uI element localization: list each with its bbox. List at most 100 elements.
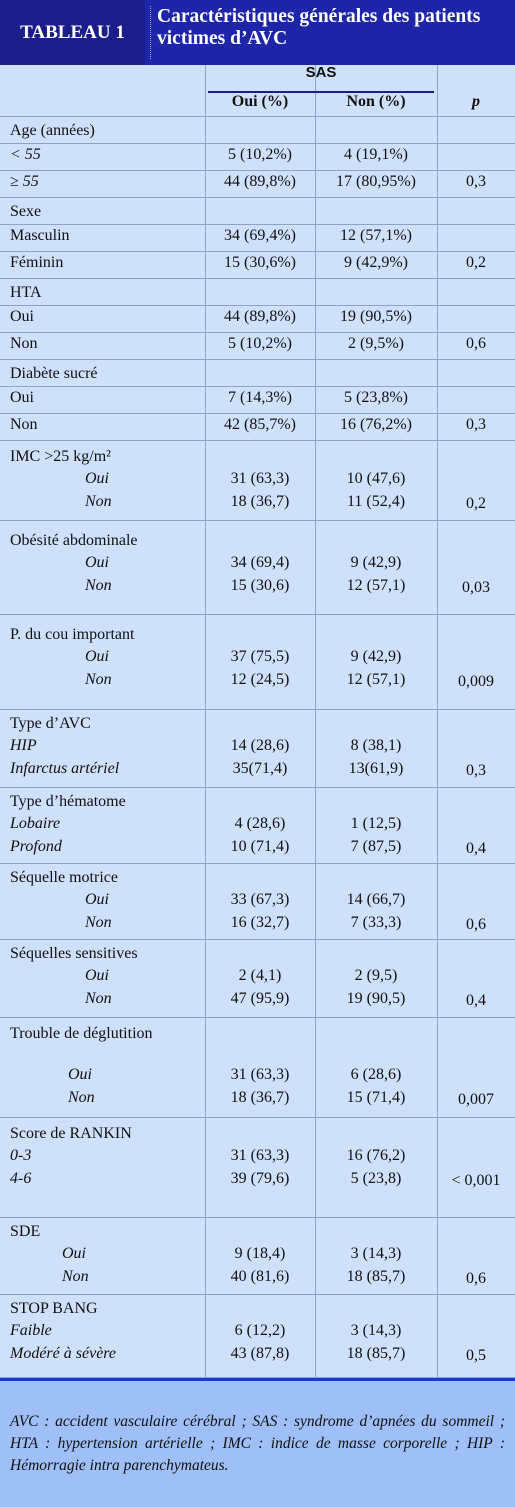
column-line (205, 65, 206, 1378)
section-label: P. du cou important (10, 626, 135, 643)
cell: 0,2 (466, 495, 486, 512)
cell: 18 (85,7) (346, 1268, 406, 1285)
row-label: Oui (85, 554, 109, 571)
cell: 19 (90,5) (346, 990, 406, 1007)
cell: 0,6 (466, 1270, 486, 1287)
cell: 1 (12,5) (350, 815, 402, 832)
row-line (0, 787, 515, 788)
section-label: Diabète sucré (10, 365, 98, 382)
row-label: Non (85, 493, 112, 510)
cell: 3 (14,3) (350, 1245, 402, 1262)
cell: 5 (23,8) (350, 1170, 402, 1187)
row-label: Lobaire (10, 815, 61, 832)
cell: 18 (85,7) (346, 1345, 406, 1362)
row-line (0, 1294, 515, 1295)
section-label: Séquelle motrice (10, 869, 118, 886)
footer: AVC : accident vasculaire cérébral ; SAS… (0, 1378, 515, 1507)
cell: 34 (69,4%) (224, 227, 296, 244)
group-header: SAS (305, 64, 337, 81)
cell: 9 (42,9%) (344, 254, 408, 271)
cell: 6 (12,2) (234, 1322, 286, 1339)
section-label: Age (années) (10, 122, 95, 139)
cell: < 0,001 (451, 1172, 501, 1189)
cell: 47 (95,9) (230, 990, 290, 1007)
cell: 39 (79,6) (230, 1170, 290, 1187)
footnote: AVC : accident vasculaire cérébral ; SAS… (10, 1413, 505, 1474)
cell: 2 (9,5) (354, 967, 398, 984)
row-label: Oui (62, 1245, 86, 1262)
cell: 4 (19,1%) (344, 146, 408, 163)
cell: 0,4 (466, 992, 486, 1009)
row-label: Non (85, 990, 112, 1007)
cell: 3 (14,3) (350, 1322, 402, 1339)
row-label: Oui (10, 389, 34, 406)
row-line (0, 224, 515, 225)
row-label: 0-3 (10, 1147, 32, 1164)
cell: 16 (76,2%) (340, 416, 412, 433)
cell: 13(61,9) (348, 760, 404, 777)
row-label: Oui (10, 308, 34, 325)
cell: 31 (63,3) (230, 1066, 290, 1083)
cell: 35(71,4) (232, 760, 288, 777)
row-line (0, 1117, 515, 1118)
row-label: Oui (85, 470, 109, 487)
cell: 11 (52,4) (346, 493, 406, 510)
cell: 42 (85,7%) (224, 416, 296, 433)
row-line (0, 1377, 515, 1378)
table-title: Caractéristiques générales des patients … (150, 6, 507, 59)
row-line (0, 278, 515, 279)
row-label: Oui (85, 891, 109, 908)
cell: 10 (47,6) (346, 470, 406, 487)
section-label: Obésité abdominale (10, 532, 138, 549)
section-label: IMC >25 kg/m² (10, 448, 111, 465)
row-line (0, 251, 515, 252)
row-label: Oui (68, 1066, 92, 1083)
cell: 40 (81,6) (230, 1268, 290, 1285)
row-label: HIP (10, 737, 37, 754)
row-line (0, 116, 515, 117)
row-line (0, 709, 515, 710)
section-label: HTA (10, 284, 42, 301)
cell: 9 (18,4) (234, 1245, 286, 1262)
row-line (0, 170, 515, 171)
section-label: Score de RANKIN (10, 1125, 132, 1142)
cell: 31 (63,3) (230, 1147, 290, 1164)
cell: 17 (80,95%) (336, 173, 416, 190)
cell: 0,4 (466, 840, 486, 857)
cell: 0,6 (466, 916, 486, 933)
cell: 0,3 (466, 173, 486, 190)
row-line (0, 197, 515, 198)
row-label: Modéré à sévère (10, 1345, 117, 1362)
column-line (437, 65, 438, 1378)
row-line (0, 332, 515, 333)
cell: 15 (30,6) (230, 577, 290, 594)
row-line (0, 143, 515, 144)
cell: 14 (28,6) (230, 737, 290, 754)
section-label: Séquelles sensitives (10, 945, 138, 962)
cell: 9 (42,9) (350, 648, 402, 665)
cell: 0,6 (466, 335, 486, 352)
group-rule (208, 91, 434, 93)
row-label: Masculin (10, 227, 70, 244)
cell: 2 (4,1) (238, 967, 282, 984)
row-line (0, 1017, 515, 1018)
row-line (0, 440, 515, 441)
row-label: Faible (10, 1322, 52, 1339)
row-label: Non (10, 416, 38, 433)
cell: 5 (10,2%) (228, 335, 292, 352)
section-label: Type d’hématome (10, 793, 126, 810)
cell: 6 (28,6) (350, 1066, 402, 1083)
cell: 44 (89,8%) (224, 308, 296, 325)
cell: 33 (67,3) (230, 891, 290, 908)
cell: 4 (28,6) (234, 815, 286, 832)
cell: 18 (36,7) (230, 1089, 290, 1106)
cell: 7 (33,3) (350, 914, 402, 931)
column-header: Oui (%) (231, 93, 289, 110)
cell: 43 (87,8) (230, 1345, 290, 1362)
section-label: SDE (10, 1223, 41, 1240)
section-label: Type d’AVC (10, 715, 91, 732)
cell: 7 (14,3%) (228, 389, 292, 406)
row-label: Non (68, 1089, 95, 1106)
row-label: Infarctus artériel (10, 760, 120, 777)
